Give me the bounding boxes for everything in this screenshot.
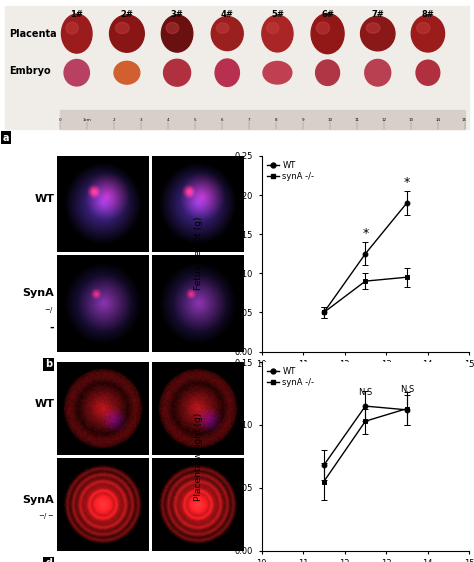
Text: 3#: 3#: [171, 10, 183, 19]
Text: SynA: SynA: [23, 495, 55, 505]
Ellipse shape: [211, 16, 243, 51]
Text: c: c: [265, 387, 272, 397]
Text: 5: 5: [194, 117, 197, 121]
Text: 7: 7: [248, 117, 250, 121]
Text: 15: 15: [462, 117, 467, 121]
Text: N.S: N.S: [400, 384, 414, 393]
Ellipse shape: [66, 22, 78, 34]
Text: 7#: 7#: [371, 10, 384, 19]
Text: b: b: [45, 359, 53, 369]
Ellipse shape: [365, 60, 391, 86]
Ellipse shape: [263, 61, 292, 84]
Ellipse shape: [64, 60, 90, 86]
Ellipse shape: [161, 15, 193, 52]
Text: $^{-/-}$: $^{-/-}$: [38, 514, 55, 524]
Text: 9: 9: [301, 117, 304, 121]
Text: 6: 6: [221, 117, 223, 121]
Text: 14: 14: [435, 117, 440, 121]
Text: a: a: [2, 133, 10, 143]
Legend: WT, synA -/-: WT, synA -/-: [266, 366, 315, 388]
Text: WT: WT: [35, 194, 55, 204]
Ellipse shape: [417, 22, 430, 34]
Ellipse shape: [114, 61, 140, 84]
Bar: [61, 111, 465, 129]
Text: 2: 2: [113, 117, 116, 121]
Text: a: a: [2, 133, 9, 143]
Text: 0: 0: [59, 117, 62, 121]
Ellipse shape: [266, 22, 279, 34]
Text: -: -: [50, 323, 55, 333]
X-axis label: Embryonic time(day): Embryonic time(day): [318, 374, 413, 383]
Ellipse shape: [361, 16, 395, 51]
Text: c: c: [265, 387, 272, 397]
Legend: WT, synA -/-: WT, synA -/-: [266, 160, 315, 182]
Y-axis label: Fetus weight (g): Fetus weight (g): [194, 217, 203, 291]
Text: 11: 11: [355, 117, 359, 121]
Ellipse shape: [411, 15, 445, 52]
Text: 5#: 5#: [271, 10, 284, 19]
Text: Embryo: Embryo: [9, 66, 51, 76]
Ellipse shape: [115, 22, 129, 34]
Text: *: *: [404, 176, 410, 189]
Ellipse shape: [216, 23, 229, 33]
Text: 1#: 1#: [70, 10, 83, 19]
Ellipse shape: [366, 23, 380, 33]
Text: 13: 13: [408, 117, 413, 121]
Ellipse shape: [262, 15, 293, 52]
Ellipse shape: [316, 22, 329, 34]
Text: 8#: 8#: [421, 10, 434, 19]
Text: 4#: 4#: [221, 10, 234, 19]
Ellipse shape: [62, 14, 92, 53]
Ellipse shape: [416, 60, 440, 85]
Ellipse shape: [311, 13, 344, 53]
Text: SynA: SynA: [23, 288, 55, 298]
Text: 12: 12: [381, 117, 386, 121]
Text: N.S: N.S: [358, 388, 373, 397]
Text: b: b: [46, 359, 53, 369]
Ellipse shape: [316, 60, 339, 85]
Text: 2#: 2#: [120, 10, 133, 19]
Text: 1cm: 1cm: [83, 117, 92, 121]
Ellipse shape: [109, 15, 144, 52]
Text: $^{-/}$: $^{-/}$: [44, 307, 55, 318]
Text: 3: 3: [140, 117, 143, 121]
Text: 8: 8: [275, 117, 277, 121]
Ellipse shape: [164, 59, 191, 86]
Text: Placenta: Placenta: [9, 29, 57, 39]
Ellipse shape: [166, 22, 179, 34]
Bar: [5, 6, 469, 129]
Text: d: d: [45, 558, 53, 562]
Y-axis label: Placenta weight (g): Placenta weight (g): [194, 413, 203, 501]
Text: 10: 10: [328, 117, 332, 121]
Text: WT: WT: [35, 398, 55, 409]
Text: 4: 4: [167, 117, 170, 121]
Text: *: *: [362, 226, 368, 239]
Text: d: d: [46, 558, 53, 562]
Ellipse shape: [215, 59, 239, 87]
Text: 6#: 6#: [321, 10, 334, 19]
